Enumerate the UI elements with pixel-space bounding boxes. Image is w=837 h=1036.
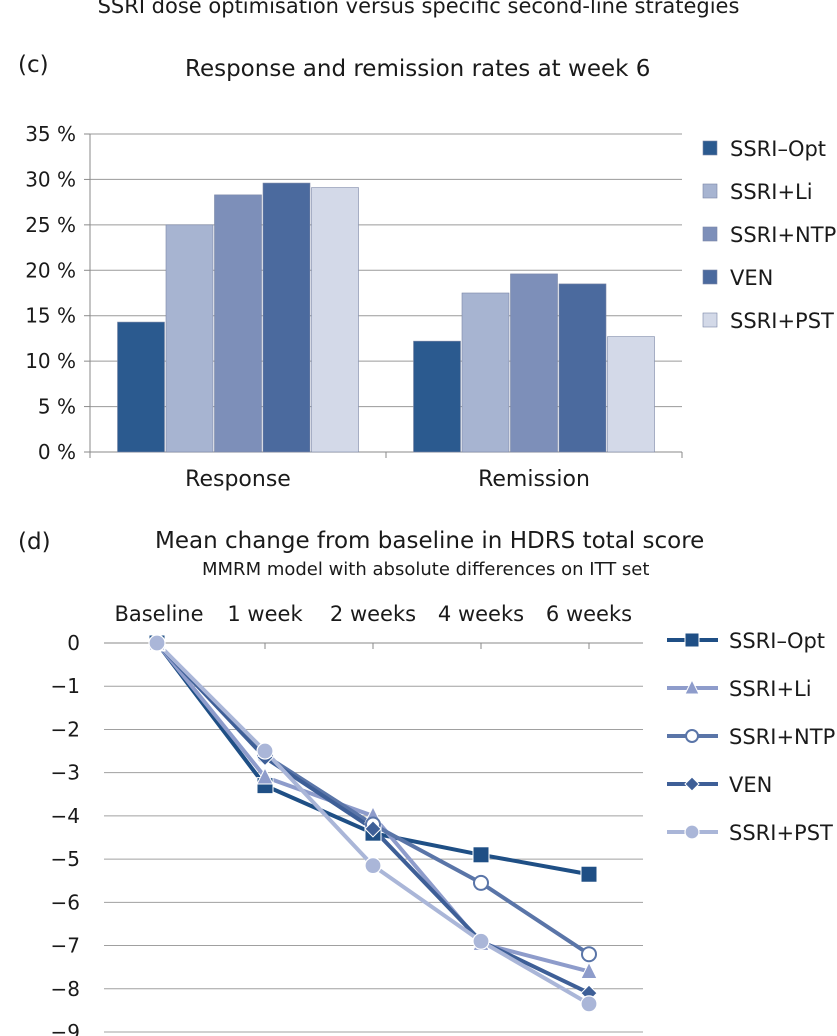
line-y-tick-label: −7 [51, 934, 80, 958]
bar-legend-swatch-ssri-pst [702, 312, 718, 328]
line-y-tick-label: −9 [51, 1020, 80, 1036]
line-legend-marker-ven [684, 776, 700, 792]
bar-legend-swatch-ven [702, 269, 718, 285]
bar-ssri-ntp-response [214, 194, 262, 453]
line-point-ssri-ntp-6-weeks [581, 946, 597, 963]
line-legend-marker-ssri-opt [684, 632, 700, 648]
line-point-ssri-li-6-weeks [580, 961, 598, 979]
line-x-label-6-weeks: 6 weeks [546, 602, 632, 626]
line-x-label-1-week: 1 week [227, 602, 303, 626]
line-point-ssri-li-1-week [256, 766, 274, 785]
line-x-label-baseline: Baseline [114, 602, 203, 626]
line-point-ssri-opt-4-weeks [472, 846, 490, 864]
bar-ssri-li-remission [461, 292, 510, 453]
panel-d-label: (d) [18, 529, 51, 555]
bar-x-label-remission: Remission [478, 467, 590, 492]
line-legend-label-ven: VEN [729, 773, 772, 797]
bar-legend-label-ssri-pst: SSRI+PST [730, 309, 834, 333]
line-point-ssri-pst-4-weeks [472, 932, 490, 950]
bar-legend-label-ven: VEN [730, 266, 773, 290]
bar-y-tick-label: 15 % [25, 304, 76, 328]
bar-ven-response [262, 182, 311, 453]
bar-ssri-opt-response [117, 321, 165, 453]
bar-legend-swatch-ssri-li [702, 183, 718, 199]
bar-y-tick-label: 20 % [25, 258, 76, 282]
line-chart-hdrs-change: 0 −1 −2 −3 −4 −5 −6 −7 −8 −9 Baseline 1 week 2 weeks… [51, 602, 836, 1036]
line-point-ven-2-weeks [364, 820, 382, 838]
bar-ssri-opt-remission [413, 340, 461, 453]
bar-y-tick-label: 35 % [25, 122, 76, 146]
line-y-tick-label: −3 [51, 761, 80, 785]
bar-y-tick-label: 0 % [38, 440, 76, 464]
line-point-ssri-ntp-4-weeks [473, 874, 489, 891]
bar-chart-response-remission: 0 % 5 % 10 % 15 % 20 % 25 % 30 % 35 % Response Re… [25, 122, 836, 492]
line-point-ssri-pst-6-weeks [580, 995, 598, 1013]
bar-y-tick-label: 5 % [38, 395, 76, 419]
line-legend-marker-ssri-pst [684, 824, 700, 840]
bar-legend-label-ssri-li: SSRI+Li [730, 180, 813, 204]
line-y-tick-label: −5 [51, 847, 80, 871]
bar-ven-remission [558, 283, 607, 453]
panel-c-title: Response and remission rates at week 6 [185, 56, 651, 82]
line-legend-label-ssri-opt: SSRI–Opt [729, 629, 825, 653]
line-legend-label-ssri-pst: SSRI+PST [729, 821, 833, 845]
line-y-tick-label: −1 [51, 674, 80, 698]
line-y-tick-label: −2 [51, 717, 80, 741]
line-y-tick-label: −8 [51, 977, 80, 1001]
line-x-label-2-weeks: 2 weeks [330, 602, 416, 626]
bar-legend-swatch-ssri-ntp [702, 226, 718, 242]
line-point-ssri-pst-2-weeks [364, 856, 382, 875]
bar-ssri-li-response [165, 224, 214, 453]
bar-y-tick-label: 10 % [25, 349, 76, 373]
bar-ssri-pst-remission [607, 336, 655, 453]
line-point-ssri-pst-baseline [148, 634, 166, 652]
bar-y-tick-label: 25 % [25, 213, 76, 237]
bar-ssri-ntp-remission [510, 273, 558, 453]
line-legend-marker-ssri-li [684, 678, 700, 695]
line-point-ssri-opt-6-weeks [580, 865, 598, 883]
line-legend-label-ssri-li: SSRI+Li [729, 677, 812, 701]
bar-legend-label-ssri-opt: SSRI–Opt [730, 137, 826, 161]
line-y-tick-label: 0 [67, 631, 80, 655]
bar-legend-label-ssri-ntp: SSRI+NTP [730, 223, 836, 247]
panel-c-label: (c) [18, 52, 49, 78]
bar-legend-swatch-ssri-opt [702, 140, 718, 156]
line-point-ssri-pst-1-week [256, 742, 274, 760]
line-y-tick-label: −6 [51, 890, 80, 914]
panel-d-title: Mean change from baseline in HDRS total … [155, 528, 705, 554]
line-x-label-4-weeks: 4 weeks [438, 602, 524, 626]
bar-y-tick-label: 30 % [25, 167, 76, 191]
bar-x-label-response: Response [185, 467, 291, 492]
panel-d-subtitle: MMRM model with absolute differences on … [202, 559, 650, 580]
line-legend-marker-ssri-ntp [685, 729, 699, 743]
line-series-ssri-ntp [155, 641, 591, 956]
line-legend-label-ssri-ntp: SSRI+NTP [729, 725, 835, 749]
line-y-tick-label: −4 [51, 804, 80, 828]
bar-ssri-pst-response [311, 187, 359, 453]
figure-title: SSRI dose optimisation versus specific s… [97, 0, 740, 18]
